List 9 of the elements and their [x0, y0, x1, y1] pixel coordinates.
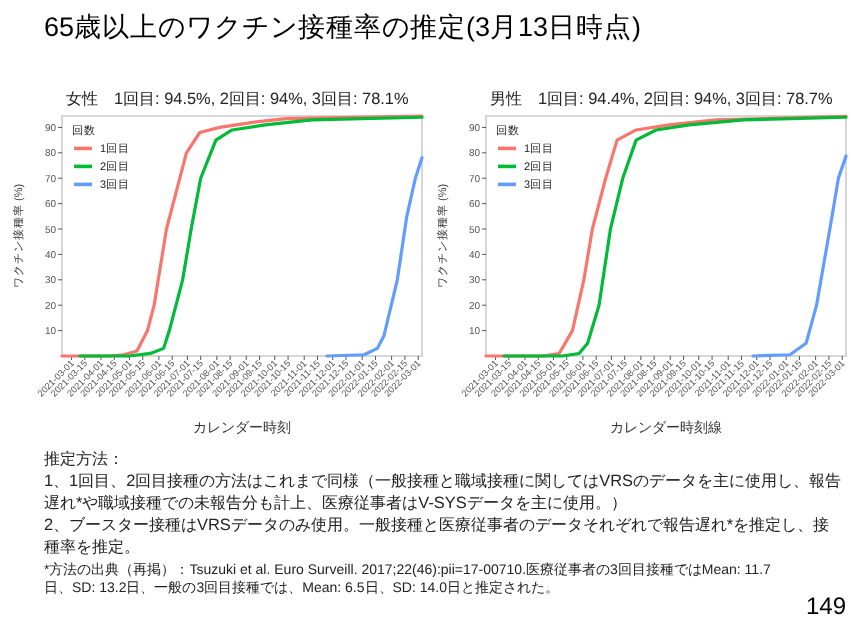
text: 2、ブースター接種はVRSデータのみ使用。一般接種と医療従事者のデータそれぞれで報告遅れ*を推定し、接種率を推定。	[44, 514, 832, 558]
text: 149	[805, 592, 846, 620]
chart-title: 女性 1回目: 94.5%, 2回目: 94%, 3回目: 78.1%	[66, 90, 409, 108]
text: 1、1回目、2回目接種の方法はこれまで同様（一般接種と職域接種に関してはVRSのデータを主に使用し、報告遅れ*や職域接種での未報告分も計上、医療従事者はV-SYSデータを主に使用。）	[44, 470, 843, 514]
line-series	[325, 156, 424, 358]
text: 推定方法：	[44, 448, 126, 470]
line-series	[751, 154, 848, 358]
chart-title: 男性 1回目: 94.4%, 2回目: 94%, 3回目: 78.7%	[490, 90, 833, 108]
text: 65歳以上のワクチン接種率の推定(3月13日時点)	[44, 10, 642, 46]
